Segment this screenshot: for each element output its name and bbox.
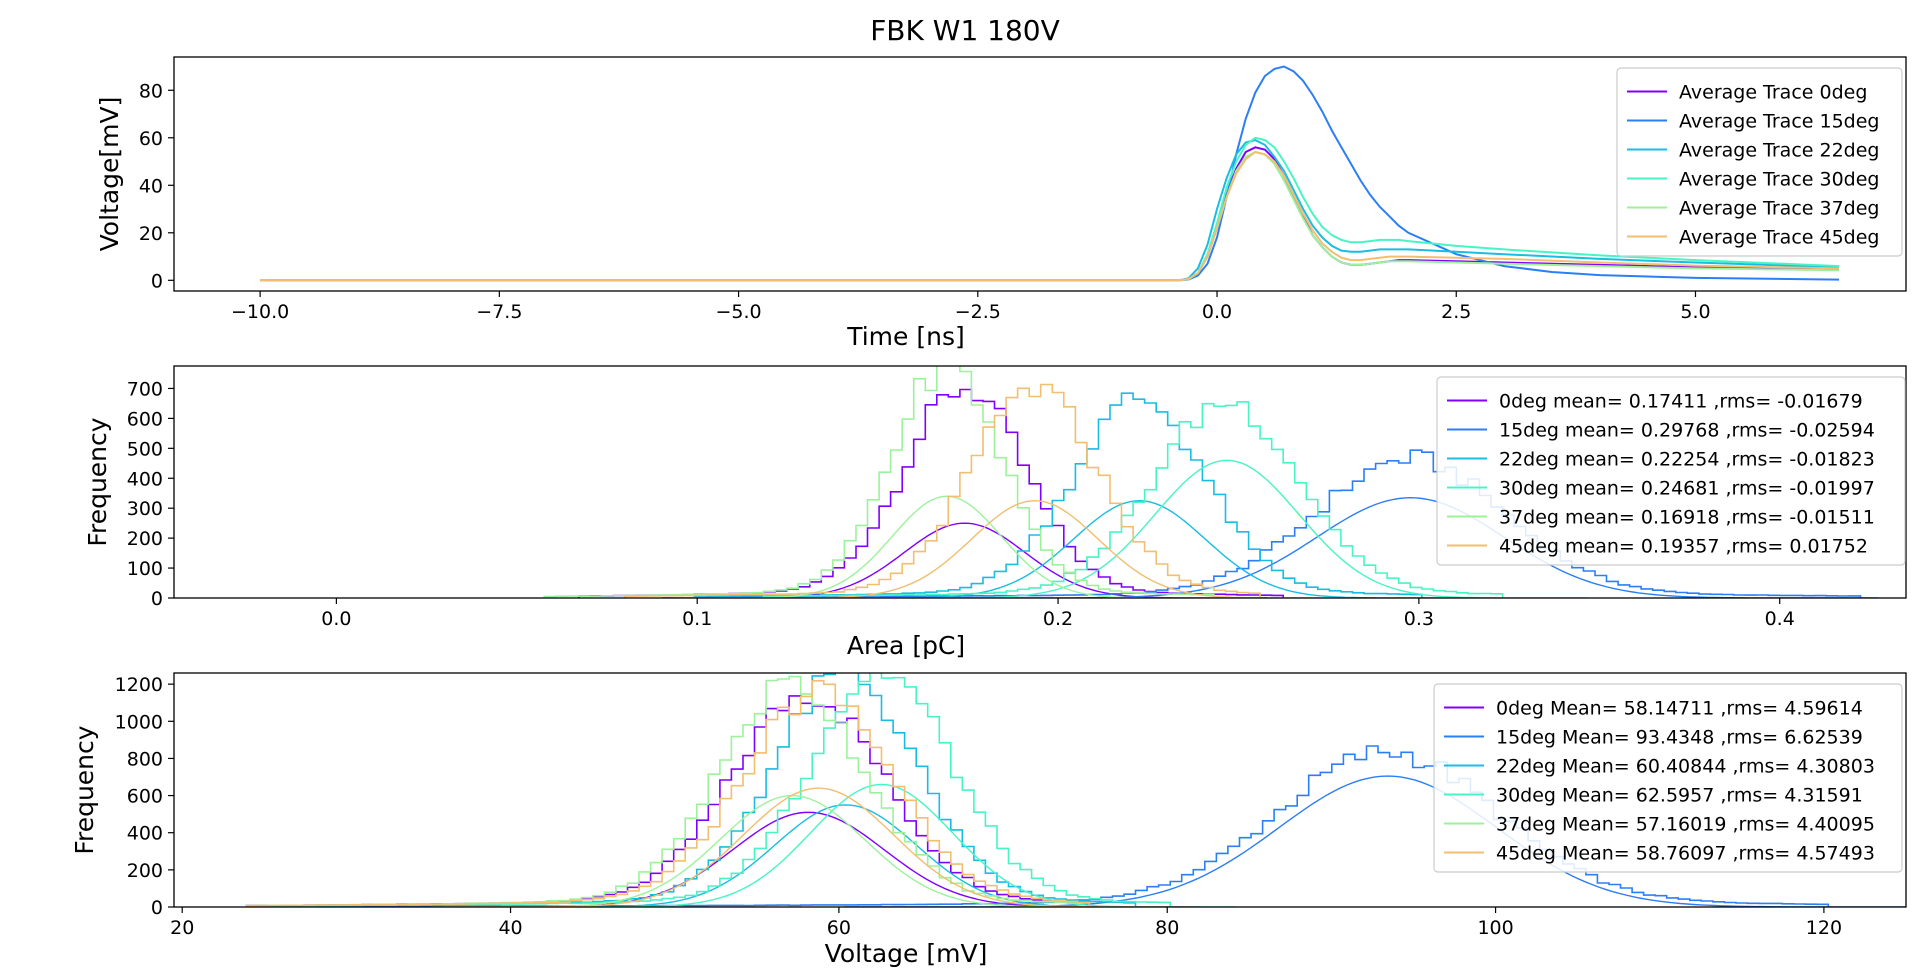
y-tick-label: 300 xyxy=(127,498,163,520)
y-tick-label: 20 xyxy=(139,223,163,245)
legend-entry: Average Trace 15deg xyxy=(1679,111,1880,133)
legend-entry: 37deg mean= 0.16918 ,rms= -0.01511 xyxy=(1499,507,1875,529)
x-tick-label: −7.5 xyxy=(476,301,522,323)
x-axis-label: Time [ns] xyxy=(846,322,965,351)
y-tick-label: 100 xyxy=(127,558,163,580)
y-tick-label: 600 xyxy=(127,786,163,808)
figure-title: FBK W1 180V xyxy=(870,14,1060,47)
y-tick-label: 80 xyxy=(139,80,163,102)
legend-entry: Average Trace 22deg xyxy=(1679,140,1880,162)
y-tick-label: 60 xyxy=(139,128,163,150)
legend-box xyxy=(1436,376,1906,566)
legend-box xyxy=(1616,67,1903,257)
series-line xyxy=(260,150,1840,282)
axes-frame xyxy=(173,56,1907,292)
legend-entry: 15deg Mean= 93.4348 ,rms= 6.62539 xyxy=(1496,727,1863,749)
y-axis-label: Frequency xyxy=(83,417,112,546)
y-tick-label: 1200 xyxy=(115,674,163,696)
legend-entry: 45deg mean= 0.19357 ,rms= 0.01752 xyxy=(1499,536,1868,558)
series-line xyxy=(260,139,1840,282)
x-tick-label: 2.5 xyxy=(1441,301,1471,323)
y-tick-label: 800 xyxy=(127,748,163,770)
trace-panel: −10.0 −7.5 −5.0 −2.5 0.0 2.5 5.0 0 20 40 60 80 Time … xyxy=(95,56,1907,351)
x-tick-label: 0.3 xyxy=(1404,608,1434,630)
histogram-steps xyxy=(693,449,1862,598)
legend-entry: Average Trace 30deg xyxy=(1679,169,1880,191)
area-histogram-panel: 0.0 0.1 0.2 0.3 0.4 0 100 200 300 400 500 600 700 Are… xyxy=(83,365,1907,660)
x-tick-label: 120 xyxy=(1806,917,1842,939)
y-tick-label: 400 xyxy=(127,468,163,490)
histogram-steps xyxy=(245,680,1091,907)
legend-entry: 22deg mean= 0.22254 ,rms= -0.01823 xyxy=(1499,449,1875,471)
x-tick-label: 80 xyxy=(1155,917,1179,939)
y-tick-label: 40 xyxy=(139,175,163,197)
legend-entry: 22deg Mean= 60.40844 ,rms= 4.30803 xyxy=(1496,756,1875,778)
legend-box xyxy=(1433,683,1903,873)
x-tick-label: 100 xyxy=(1477,917,1513,939)
legend-entry: Average Trace 37deg xyxy=(1679,198,1880,220)
y-tick-label: 0 xyxy=(151,897,163,919)
x-tick-label: −2.5 xyxy=(955,301,1001,323)
histogram-steps xyxy=(624,383,1261,598)
x-tick-label: −10.0 xyxy=(231,301,289,323)
legend-entry: 0deg mean= 0.17411 ,rms= -0.01679 xyxy=(1499,391,1863,413)
x-tick-label: 0.0 xyxy=(321,608,351,630)
y-axis-label: Voltage[mV] xyxy=(95,97,124,252)
x-axis-label: Voltage [mV] xyxy=(825,939,988,968)
legend-entry: Average Trace 0deg xyxy=(1679,82,1867,104)
y-tick-label: 600 xyxy=(127,408,163,430)
axes-frame xyxy=(173,365,1907,599)
x-axis-label: Area [pC] xyxy=(847,631,965,660)
x-tick-label: 0.4 xyxy=(1765,608,1795,630)
y-tick-label: 200 xyxy=(127,860,163,882)
x-tick-label: 40 xyxy=(498,917,522,939)
legend-entry: 37deg Mean= 57.16019 ,rms= 4.40095 xyxy=(1496,814,1875,836)
legend-entry: 15deg mean= 0.29768 ,rms= -0.02594 xyxy=(1499,420,1875,442)
legend-entry: 0deg Mean= 58.14711 ,rms= 4.59614 xyxy=(1496,698,1863,720)
y-axis-label: Frequency xyxy=(70,725,99,854)
legend-entry: Average Trace 45deg xyxy=(1679,227,1880,249)
plot-area xyxy=(260,65,1840,282)
y-tick-label: 400 xyxy=(127,823,163,845)
x-tick-label: 20 xyxy=(170,917,194,939)
series-line xyxy=(260,136,1840,282)
histogram-steps xyxy=(762,401,1504,598)
y-tick-label: 0 xyxy=(151,588,163,610)
y-tick-label: 700 xyxy=(127,378,163,400)
voltage-histogram-panel: 20 40 60 80 100 120020040060080010001200Volta… xyxy=(70,672,1907,968)
legend-entry: 30deg Mean= 62.5957 ,rms= 4.31591 xyxy=(1496,785,1863,807)
legend-entry: 30deg mean= 0.24681 ,rms= -0.01997 xyxy=(1499,478,1875,500)
axes-frame xyxy=(173,672,1907,908)
y-tick-label: 500 xyxy=(127,438,163,460)
x-tick-label: 0.0 xyxy=(1202,301,1232,323)
x-tick-label: 0.2 xyxy=(1043,608,1073,630)
legend-entry: 45deg Mean= 58.76097 ,rms= 4.57493 xyxy=(1496,843,1875,865)
y-tick-label: 200 xyxy=(127,528,163,550)
x-tick-label: −5.0 xyxy=(716,301,762,323)
x-tick-label: 60 xyxy=(827,917,851,939)
y-tick-label: 0 xyxy=(151,270,163,292)
x-tick-label: 0.1 xyxy=(682,608,712,630)
y-tick-label: 1000 xyxy=(115,711,163,733)
x-tick-label: 5.0 xyxy=(1680,301,1710,323)
